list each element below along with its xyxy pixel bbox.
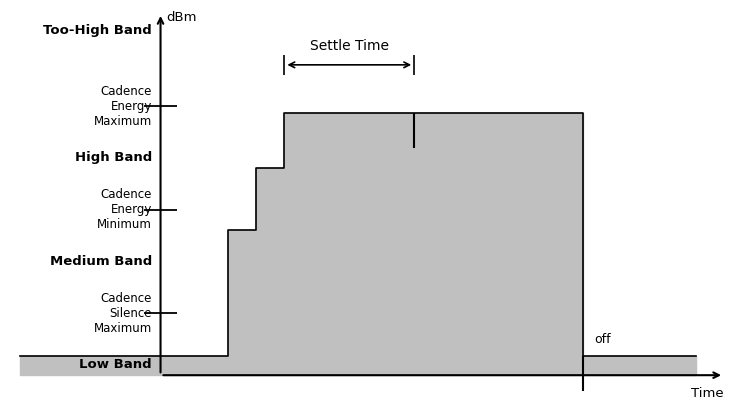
Text: Settle Time: Settle Time [310,39,389,53]
Text: Too-High Band: Too-High Band [44,24,152,37]
Text: High Band: High Band [75,151,152,164]
Text: off: off [594,333,611,346]
Text: Time: Time [692,387,724,400]
Text: Low Band: Low Band [80,358,152,371]
Text: dBm: dBm [166,11,196,25]
Text: Medium Band: Medium Band [50,255,152,268]
Text: Cadence
Energy
Minimum: Cadence Energy Minimum [97,188,152,231]
Polygon shape [20,113,696,375]
Text: Cadence
Energy
Maximum: Cadence Energy Maximum [94,85,152,128]
Text: Cadence
Silence
Maximum: Cadence Silence Maximum [94,292,152,335]
